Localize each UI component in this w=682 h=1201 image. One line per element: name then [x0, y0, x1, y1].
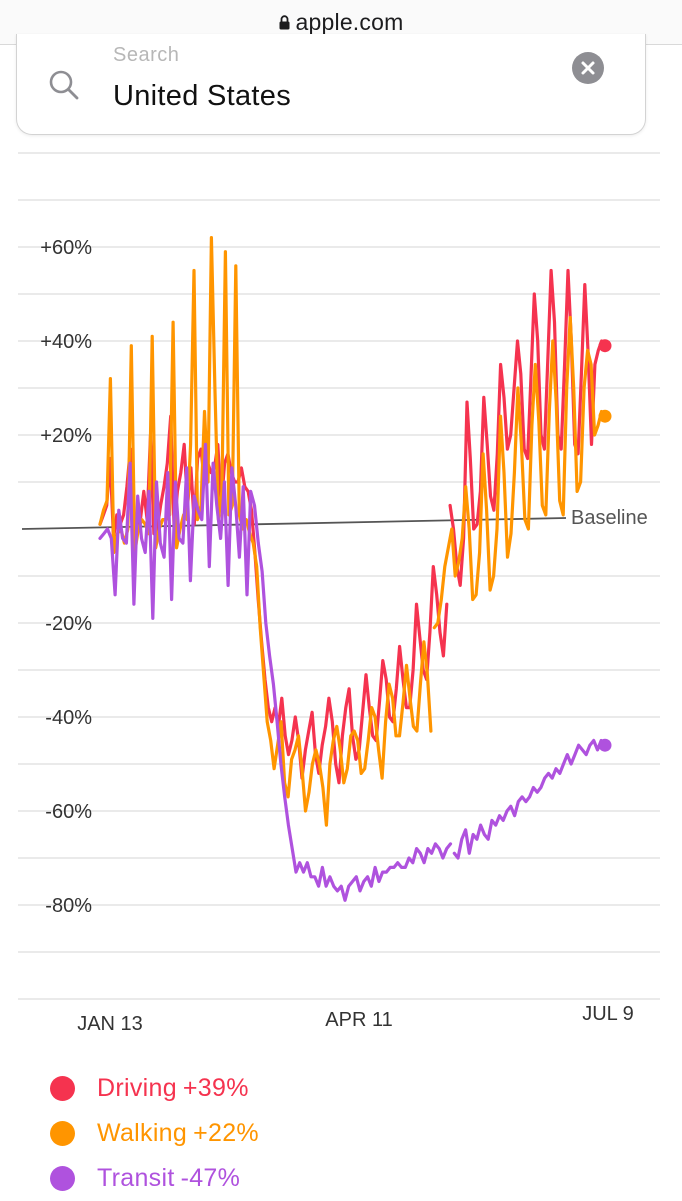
x-tick-label: JUL 9 [582, 1003, 634, 1025]
search-input[interactable] [113, 80, 553, 113]
search-placeholder: Search [113, 44, 180, 66]
baseline-label: Baseline [571, 507, 648, 529]
series-line-transit [98, 442, 607, 902]
url-domain: apple.com [295, 8, 404, 35]
legend-item-driving[interactable]: Driving +39% [50, 1066, 259, 1111]
x-tick-label: JAN 13 [77, 1013, 143, 1035]
legend-label-driving: Driving +39% [97, 1074, 249, 1103]
series-end-point-transit [598, 738, 612, 752]
chart-canvas: Baseline +60% +40% +20% -20% -40% -60% -80% JAN … [18, 152, 660, 1035]
clear-search-button[interactable] [572, 52, 604, 84]
legend-label-walking: Walking +22% [97, 1119, 259, 1148]
baseline-line [21, 517, 567, 530]
legend-series-name: Walking [97, 1119, 188, 1147]
y-tick-label: -60% [45, 801, 92, 823]
series-end-point-driving [598, 339, 612, 353]
search-icon [49, 70, 79, 100]
y-tick-label: +60% [40, 237, 92, 259]
y-tick-label: +20% [40, 425, 92, 447]
y-tick-label: +40% [40, 331, 92, 353]
legend-label-transit: Transit -47% [97, 1164, 240, 1193]
legend-dot-walking [50, 1121, 75, 1146]
legend-series-name: Transit [97, 1164, 175, 1192]
y-tick-label: -40% [45, 707, 92, 729]
x-tick-label: APR 11 [325, 1009, 392, 1031]
legend-item-transit[interactable]: Transit -47% [50, 1156, 259, 1201]
y-tick-label: -20% [45, 613, 92, 635]
close-icon [581, 61, 595, 75]
legend-series-name: Driving [97, 1074, 177, 1102]
chart-legend: Driving +39% Walking +22% Transit -47% [50, 1066, 259, 1201]
legend-dot-transit [50, 1166, 75, 1191]
series-end-point-walking [598, 409, 612, 423]
legend-series-change: +22% [193, 1119, 259, 1147]
legend-dot-driving [50, 1076, 75, 1101]
y-tick-label: -80% [45, 895, 92, 917]
search-box[interactable]: Search [16, 34, 646, 135]
lock-icon [279, 14, 290, 29]
legend-series-change: -47% [180, 1164, 241, 1192]
mobility-chart: Baseline +60% +40% +20% -20% -40% -60% -80% JAN … [0, 150, 682, 1050]
legend-item-walking[interactable]: Walking +22% [50, 1111, 259, 1156]
legend-series-change: +39% [182, 1074, 249, 1102]
